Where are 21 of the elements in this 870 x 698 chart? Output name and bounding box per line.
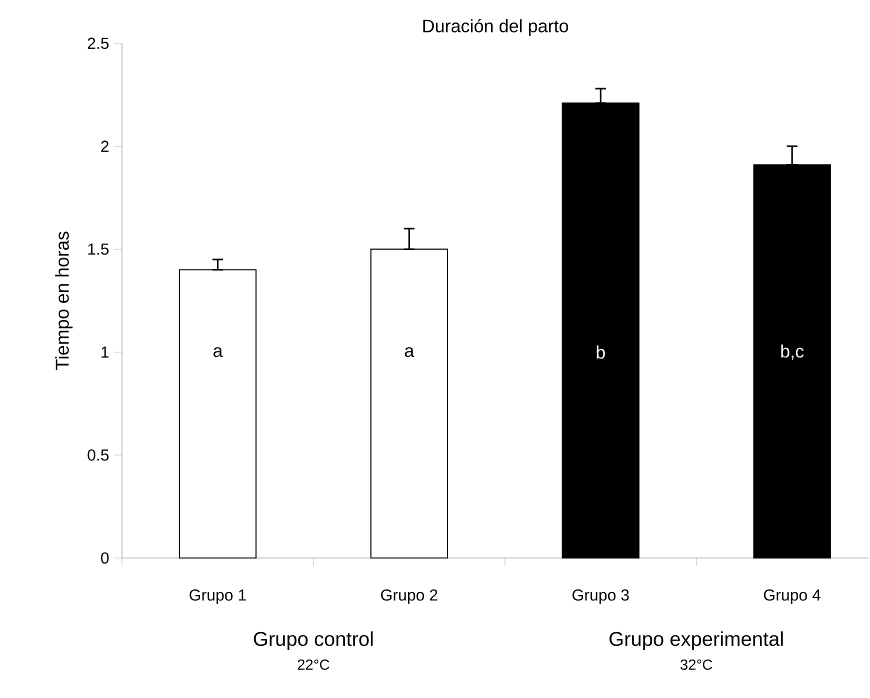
x-tick-label: Grupo 3 bbox=[572, 589, 629, 604]
y-tick-label: 2 bbox=[101, 140, 108, 152]
y-axis-title: Tiempo en horas bbox=[55, 232, 73, 370]
y-tick-label: 2.5 bbox=[88, 38, 109, 49]
annotation: a bbox=[214, 347, 223, 358]
x-tick-label: Grupo 4 bbox=[764, 589, 820, 604]
x-tick-label: Grupo 2 bbox=[381, 589, 438, 604]
annotation: b bbox=[596, 346, 605, 359]
annotation: b,c bbox=[781, 344, 804, 360]
bar bbox=[562, 102, 640, 559]
text: 32°C bbox=[680, 659, 712, 670]
y-tick-label: 1.5 bbox=[88, 244, 109, 255]
x-tick-label: Grupo 1 bbox=[190, 589, 246, 604]
y-tick-label: 0 bbox=[101, 552, 109, 564]
text: Grupo experimental bbox=[610, 631, 783, 650]
y-tick-label: 1 bbox=[102, 346, 109, 358]
chart-title: Duración del parto bbox=[423, 18, 568, 36]
text: 22°C bbox=[298, 659, 330, 670]
y-tick-label: 0.5 bbox=[88, 449, 109, 461]
text: Grupo control bbox=[254, 631, 373, 650]
annotation: a bbox=[404, 347, 414, 358]
